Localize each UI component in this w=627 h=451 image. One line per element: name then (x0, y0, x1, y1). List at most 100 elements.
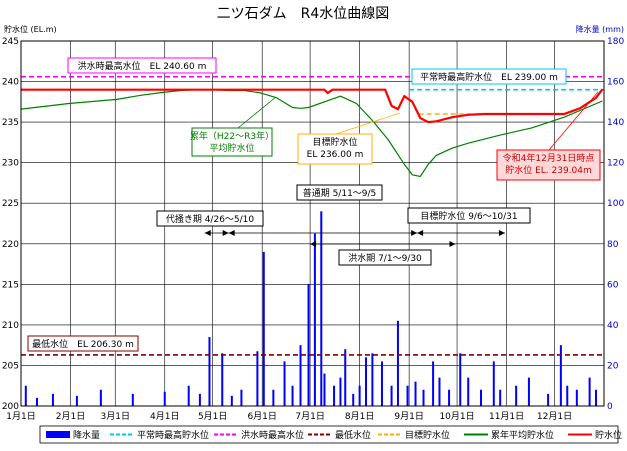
precip-bar (575, 389, 578, 406)
normal-max-label-box (411, 68, 567, 85)
target-label: 目標貯水位 EL 236.00 m (297, 133, 373, 165)
right-tick-label: 80 (607, 240, 619, 250)
legend-item: 最低水位 (308, 429, 371, 441)
axes: 2452402352302252202152102052001801601401… (2, 37, 625, 422)
right-tick-label: 40 (607, 321, 619, 331)
precip-bar (198, 393, 201, 406)
right-tick-label: 20 (607, 361, 619, 371)
precip-bar (35, 397, 38, 406)
precip-bar (344, 349, 347, 406)
precip-bar (187, 385, 190, 406)
right-tick-label: 100 (607, 199, 624, 209)
precip-bar (588, 377, 591, 406)
precip-bar (291, 385, 294, 406)
precip-bar (352, 393, 355, 406)
left-tick-label: 215 (2, 280, 19, 290)
precip-bar (208, 337, 211, 406)
precip-bar (432, 361, 435, 406)
flood-period-label-box (338, 249, 432, 266)
right-tick-label: 60 (607, 280, 619, 290)
precip-bar (595, 389, 598, 406)
normal-period-arrow-head-start (228, 230, 235, 236)
left-tick-label: 200 (2, 402, 19, 412)
flood-period-arrow (310, 241, 456, 247)
precip-bar (75, 395, 78, 406)
x-tick-label: 10月1日 (439, 411, 474, 422)
precip-bar (299, 345, 302, 406)
right-tick-label: 160 (607, 78, 624, 88)
normal-period-arrow (228, 230, 418, 236)
precip-bar (371, 353, 374, 406)
legend-label: 最低水位 (335, 429, 371, 441)
precip-bar (396, 320, 399, 406)
flood-period-arrow-head-start (310, 241, 317, 247)
x-tick-label: 3月1日 (101, 411, 130, 422)
legend-item: 累年平均貯水位 (464, 429, 554, 441)
left-tick-label: 225 (2, 199, 19, 209)
legend-item: 平常時最高貯水位 (110, 429, 209, 441)
precip-bar (438, 377, 441, 406)
dec31-leader (548, 91, 599, 151)
normal-max-label: 平常時最高貯水位 EL 239.00 m (411, 68, 567, 85)
legend-label: 平常時最高貯水位 (137, 429, 209, 441)
precip-bar (283, 361, 286, 406)
annotations: 洪水時最高水位 EL 240.60 m 平常時最高貯水位 EL 239.00 m 累… (27, 57, 601, 352)
legend-label: 目標貯水位 (405, 429, 450, 441)
left-tick-label: 240 (2, 78, 19, 88)
legend-label: 洪水時最高水位 (241, 429, 304, 441)
x-tick-label: 8月1日 (345, 411, 374, 422)
chart-title: 二ツ石ダム R4水位曲線図 (217, 6, 390, 22)
left-tick-label: 210 (2, 321, 19, 331)
target-period-label: 目標貯水位 9/6～10/31 (407, 207, 531, 224)
precip-bar (515, 385, 518, 406)
legend-label: 累年平均貯水位 (491, 429, 554, 441)
precip-bar (99, 389, 102, 406)
x-tick-label: 1月1日 (6, 411, 35, 422)
legend-label: 降水量 (73, 429, 100, 441)
min-level-label-text: 最低水位 EL 206.30 m (32, 338, 134, 350)
plot-frame (20, 40, 605, 407)
storage-level-line (21, 88, 604, 124)
planting-period-arrow-head-end (222, 230, 229, 236)
precip-bar (256, 351, 259, 406)
precip-bar (390, 385, 393, 406)
average-leader (237, 96, 277, 129)
precip-bar (358, 385, 361, 406)
precip-bar (307, 284, 310, 406)
planting-period-label-text: 代掻き期 4/26～5/10 (166, 213, 255, 225)
left-tick-label: 245 (2, 37, 19, 47)
precip-bar (559, 345, 562, 406)
average-label: 累年（H22～R3年）平均貯水位 (190, 127, 274, 157)
legend-item: 降水量 (46, 429, 100, 441)
x-tick-label: 9月1日 (394, 411, 423, 422)
x-tick-label: 5月1日 (198, 411, 227, 422)
legend: 降水量 平常時最高貯水位 洪水時最高水位 最低水位 目標貯水位 累年平均貯水位 貯水位 (39, 425, 622, 444)
flood-max-label-box (67, 57, 217, 74)
precip-bar (240, 389, 243, 406)
precip-bar (320, 211, 323, 406)
precip-bar (406, 385, 409, 406)
precip-bar (467, 377, 470, 406)
planting-period-label: 代掻き期 4/26～5/10 (156, 210, 264, 227)
average-label-text: 平均貯水位 (209, 142, 254, 154)
dec31-label-text: 令和4年12月31日時点 (503, 152, 595, 164)
normal-max-label-text: 平常時最高貯水位 EL 239.00 m (420, 71, 558, 83)
precip-bar (313, 233, 316, 406)
min-level-label: 最低水位 EL 206.30 m (27, 335, 139, 352)
left-tick-label: 235 (2, 118, 19, 128)
left-tick-label: 205 (2, 361, 19, 371)
dec31-label-text: 貯水位 EL. 239.04m (505, 164, 592, 176)
precip-bar (163, 391, 166, 406)
precip-bar (414, 381, 417, 406)
x-tick-label: 2月1日 (56, 411, 85, 422)
precip-bar (459, 353, 462, 406)
target-period-arrow-head-end (498, 230, 505, 236)
legend-item: 貯水位 (568, 429, 622, 441)
target-leader (335, 112, 401, 135)
normal-period-label-box (296, 184, 383, 201)
right-tick-label: 0 (607, 402, 613, 412)
precip-bar (131, 393, 134, 406)
precip-bar (566, 385, 569, 406)
